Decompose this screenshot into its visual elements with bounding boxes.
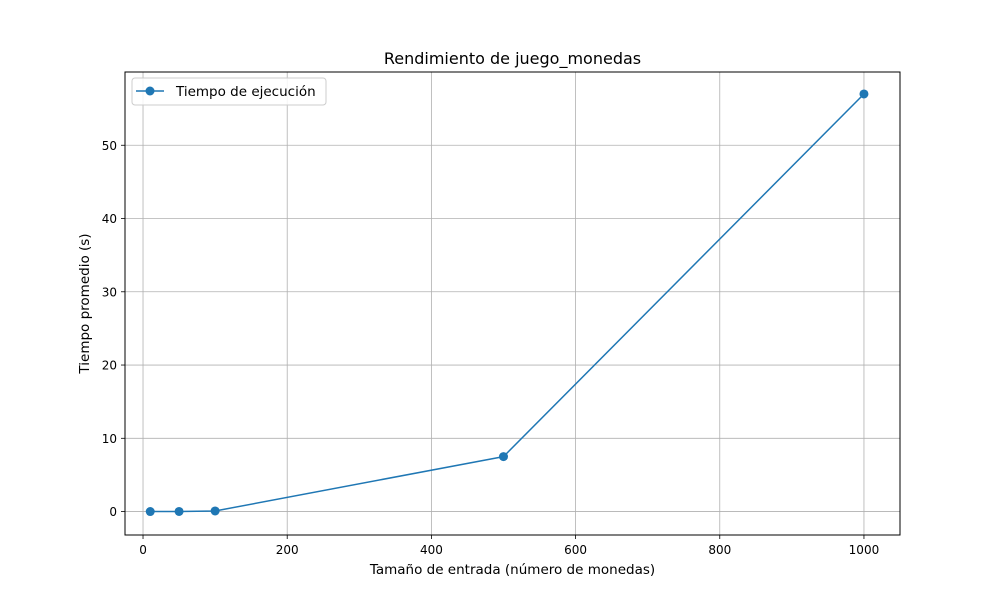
y-tick-label: 0 xyxy=(109,505,117,519)
x-tick-label: 1000 xyxy=(849,543,880,557)
data-point-marker xyxy=(210,506,220,516)
data-point-marker xyxy=(145,507,155,517)
x-axis-label: Tamaño de entrada (número de monedas) xyxy=(369,562,655,578)
series-layer xyxy=(145,89,869,517)
chart-title: Rendimiento de juego_monedas xyxy=(384,49,641,69)
data-point-marker xyxy=(859,89,869,99)
x-tick-label: 200 xyxy=(276,543,299,557)
y-tick-label: 30 xyxy=(102,285,117,299)
y-axis-ticks: 0 10 20 30 40 50 xyxy=(102,139,125,519)
legend-entry-label: Tiempo de ejecución xyxy=(175,84,316,100)
x-tick-label: 600 xyxy=(564,543,587,557)
x-tick-label: 800 xyxy=(708,543,731,557)
y-tick-label: 20 xyxy=(102,359,117,373)
data-point-marker xyxy=(498,452,508,462)
legend-marker-icon xyxy=(145,86,155,96)
x-tick-label: 400 xyxy=(420,543,443,557)
grid xyxy=(125,72,900,535)
y-tick-label: 10 xyxy=(102,432,117,446)
x-tick-label: 0 xyxy=(139,543,147,557)
plot-frame xyxy=(124,71,901,536)
legend-box xyxy=(131,77,327,106)
y-axis-label: Tiempo promedio (s) xyxy=(77,233,93,374)
data-point-marker xyxy=(174,506,184,516)
y-tick-label: 50 xyxy=(102,139,117,153)
legend: Tiempo de ejecución xyxy=(131,77,327,106)
y-tick-label: 40 xyxy=(102,212,117,226)
x-axis-ticks: 0 200 400 600 800 1000 xyxy=(139,535,879,557)
